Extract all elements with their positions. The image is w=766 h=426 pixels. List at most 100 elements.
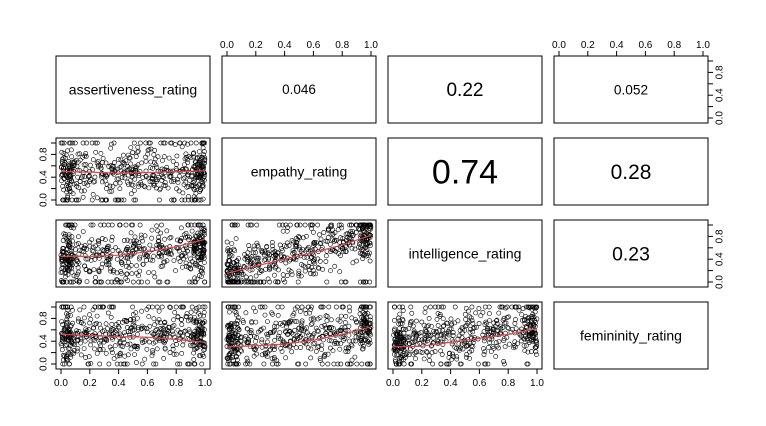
- scatter-point: [118, 254, 124, 260]
- scatter-point: [439, 332, 444, 338]
- scatter-point: [145, 147, 151, 153]
- scatter-point: [75, 241, 81, 246]
- scatter-point: [192, 187, 198, 193]
- tick-label: 0.0: [715, 275, 726, 289]
- scatter-point: [435, 338, 441, 344]
- scatter-point: [69, 197, 75, 203]
- scatter-point: [198, 197, 204, 203]
- scatter-point: [68, 304, 74, 310]
- scatter-point: [440, 342, 446, 347]
- scatter-point: [259, 249, 265, 255]
- scatter-point: [227, 350, 233, 356]
- scatter-point: [188, 155, 194, 161]
- scatter-point: [397, 318, 402, 324]
- scatter-point: [189, 279, 195, 285]
- scatter-point: [224, 273, 230, 279]
- scatter-point: [117, 165, 123, 170]
- scatter-point: [191, 336, 197, 341]
- scatter-point: [349, 315, 355, 321]
- scatter-point: [320, 304, 326, 310]
- scatter-point: [63, 222, 68, 228]
- scatter-point: [348, 222, 354, 228]
- scatter-point: [67, 346, 73, 352]
- scatter-point: [118, 279, 124, 285]
- scatter-point: [270, 250, 276, 256]
- scatter-point: [91, 325, 96, 331]
- scatter-point: [238, 279, 244, 285]
- scatter-point: [83, 166, 89, 172]
- scatter-point: [162, 236, 167, 242]
- scatter-point: [459, 335, 465, 340]
- scatter-point: [282, 279, 288, 285]
- scatter-point: [465, 320, 471, 326]
- scatter-point: [144, 329, 150, 335]
- scatter-point: [69, 163, 75, 169]
- scatter-point: [240, 318, 246, 324]
- scatter-point: [500, 304, 505, 310]
- scatter-point: [293, 244, 299, 250]
- scatter-point: [69, 179, 75, 184]
- scatter-point: [226, 331, 232, 336]
- scatter-point: [196, 182, 202, 188]
- smooth-line: [226, 326, 372, 348]
- tick-label: 0.4: [39, 170, 50, 184]
- scatter-point: [289, 349, 295, 355]
- scatter-point: [188, 317, 193, 323]
- scatter-point: [83, 267, 89, 273]
- scatter-point: [193, 245, 199, 251]
- scatter-point: [194, 155, 200, 161]
- scatter-point: [88, 222, 94, 228]
- scatter-point: [367, 240, 373, 246]
- scatter-point: [177, 238, 183, 244]
- scatter-point: [175, 255, 181, 261]
- scatter-point: [455, 318, 461, 324]
- scatter-point: [107, 189, 113, 195]
- scatter-point: [156, 174, 162, 180]
- scatter-point: [147, 257, 153, 263]
- scatter-point: [171, 179, 176, 184]
- scatter-point: [452, 304, 458, 310]
- scatter-point: [410, 323, 416, 329]
- scatter-point: [143, 158, 149, 164]
- scatter-point: [326, 337, 332, 343]
- scatter-point: [356, 226, 362, 232]
- scatter-point: [236, 326, 242, 332]
- x-axis-top-1: 0.0 0.2 0.4 0.6 0.8 1.0: [220, 40, 378, 57]
- scatter-point: [162, 259, 168, 265]
- scatter-point: [74, 181, 79, 187]
- scatter-point: [225, 279, 231, 285]
- scatter-point: [196, 255, 202, 260]
- scatter-point: [192, 262, 198, 268]
- scatter-point: [470, 320, 476, 326]
- scatter-point: [302, 268, 308, 274]
- scatter-point: [485, 326, 491, 332]
- scatter-point: [201, 260, 207, 265]
- scatter-point: [109, 334, 115, 340]
- scatter-point: [259, 337, 265, 342]
- scatter-point: [87, 269, 93, 274]
- scatter-point: [200, 240, 205, 246]
- scatter-point: [75, 151, 81, 157]
- scatter-point: [353, 229, 359, 235]
- scatter-point: [357, 227, 363, 233]
- scatter-point: [446, 332, 452, 338]
- scatter-point: [89, 197, 95, 203]
- scatter-point: [150, 165, 155, 171]
- scatter-point: [391, 351, 397, 357]
- scatter-point: [93, 140, 98, 146]
- scatter-point: [273, 253, 279, 258]
- scatter-point: [240, 320, 246, 325]
- scatter-point: [362, 222, 368, 228]
- scatter-point: [468, 326, 473, 332]
- scatter-point: [323, 259, 329, 264]
- scatter-point: [348, 342, 354, 347]
- correlation-text-0-2: 0.22: [446, 80, 483, 101]
- scatter-point: [317, 258, 323, 264]
- scatter-point: [110, 248, 116, 253]
- scatter-point: [252, 246, 258, 252]
- scatter-point: [232, 222, 238, 228]
- scatter-point: [294, 319, 300, 324]
- scatter-point: [76, 260, 82, 266]
- scatter-point: [463, 305, 469, 311]
- scatter-point: [192, 261, 198, 266]
